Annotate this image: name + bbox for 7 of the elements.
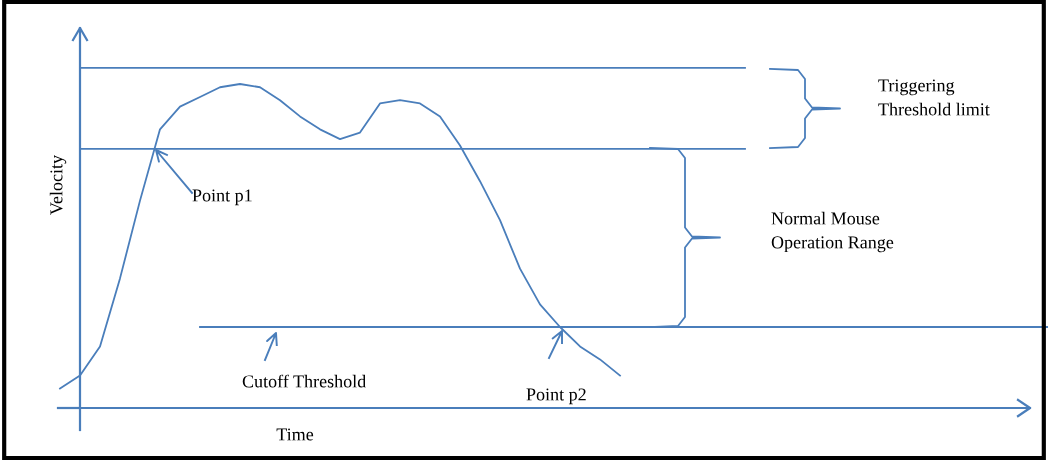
x-axis-title: Time: [276, 428, 314, 441]
annotation: Point p2: [526, 388, 586, 405]
text: Triggering Threshold limit: [878, 79, 990, 116]
text: Normal Mouse Operation Range: [771, 211, 894, 253]
legend-label: Cutoff Threshold: [242, 374, 367, 388]
annotation: Point p1: [192, 189, 252, 206]
y-axis-title: Velocity: [49, 154, 67, 215]
